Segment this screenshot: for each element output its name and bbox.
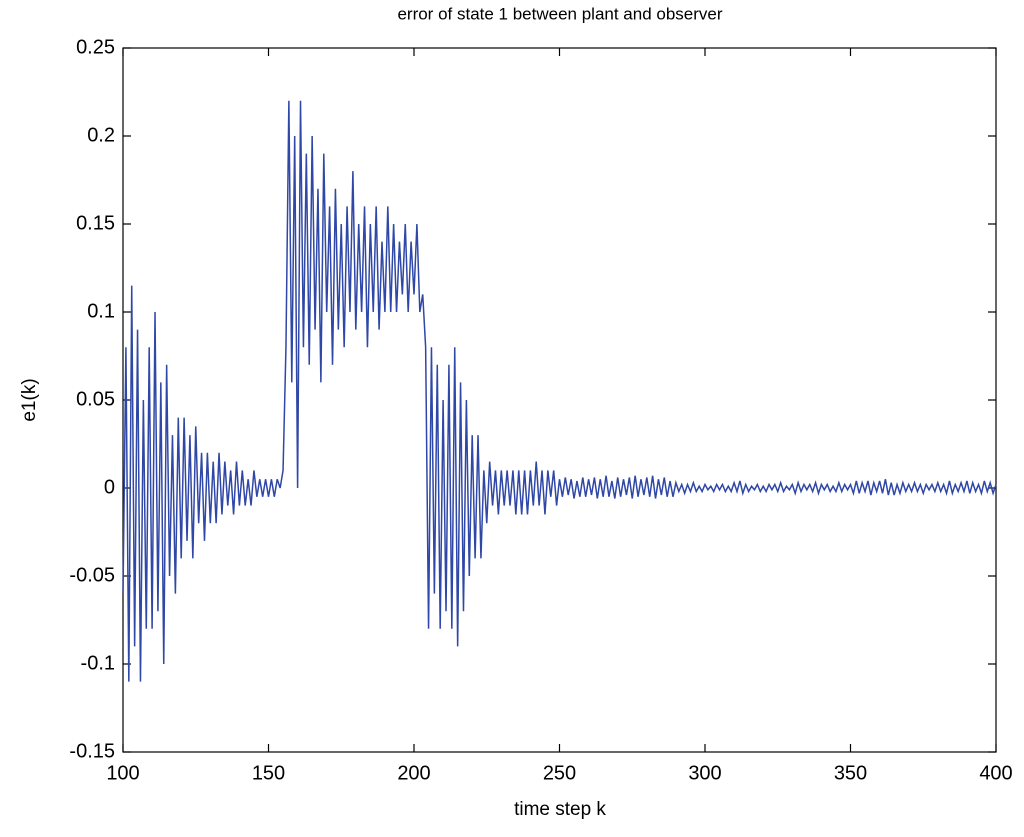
y-tick-label: -0.1 <box>81 652 115 674</box>
y-tick-label: 0 <box>104 476 115 498</box>
y-tick-label: 0.2 <box>87 124 115 146</box>
y-tick-label: 0.25 <box>76 36 115 58</box>
y-tick-label: 0.1 <box>87 300 115 322</box>
x-tick-label: 150 <box>252 762 285 784</box>
x-tick-label: 350 <box>834 762 867 784</box>
x-tick-label: 100 <box>106 762 139 784</box>
x-tick-label: 300 <box>688 762 721 784</box>
y-tick-label: 0.15 <box>76 212 115 234</box>
y-tick-label: 0.05 <box>76 388 115 410</box>
y-tick-label: -0.05 <box>69 564 115 586</box>
x-tick-label: 200 <box>397 762 430 784</box>
data-line <box>122 100 997 682</box>
y-axis-label: e1(k) <box>19 378 40 421</box>
x-tick-label: 400 <box>979 762 1012 784</box>
y-tick-label: -0.15 <box>69 740 115 762</box>
x-axis-label: time step k <box>514 799 606 820</box>
x-tick-label: 250 <box>543 762 576 784</box>
chart-title: error of state 1 between plant and obser… <box>397 4 722 23</box>
